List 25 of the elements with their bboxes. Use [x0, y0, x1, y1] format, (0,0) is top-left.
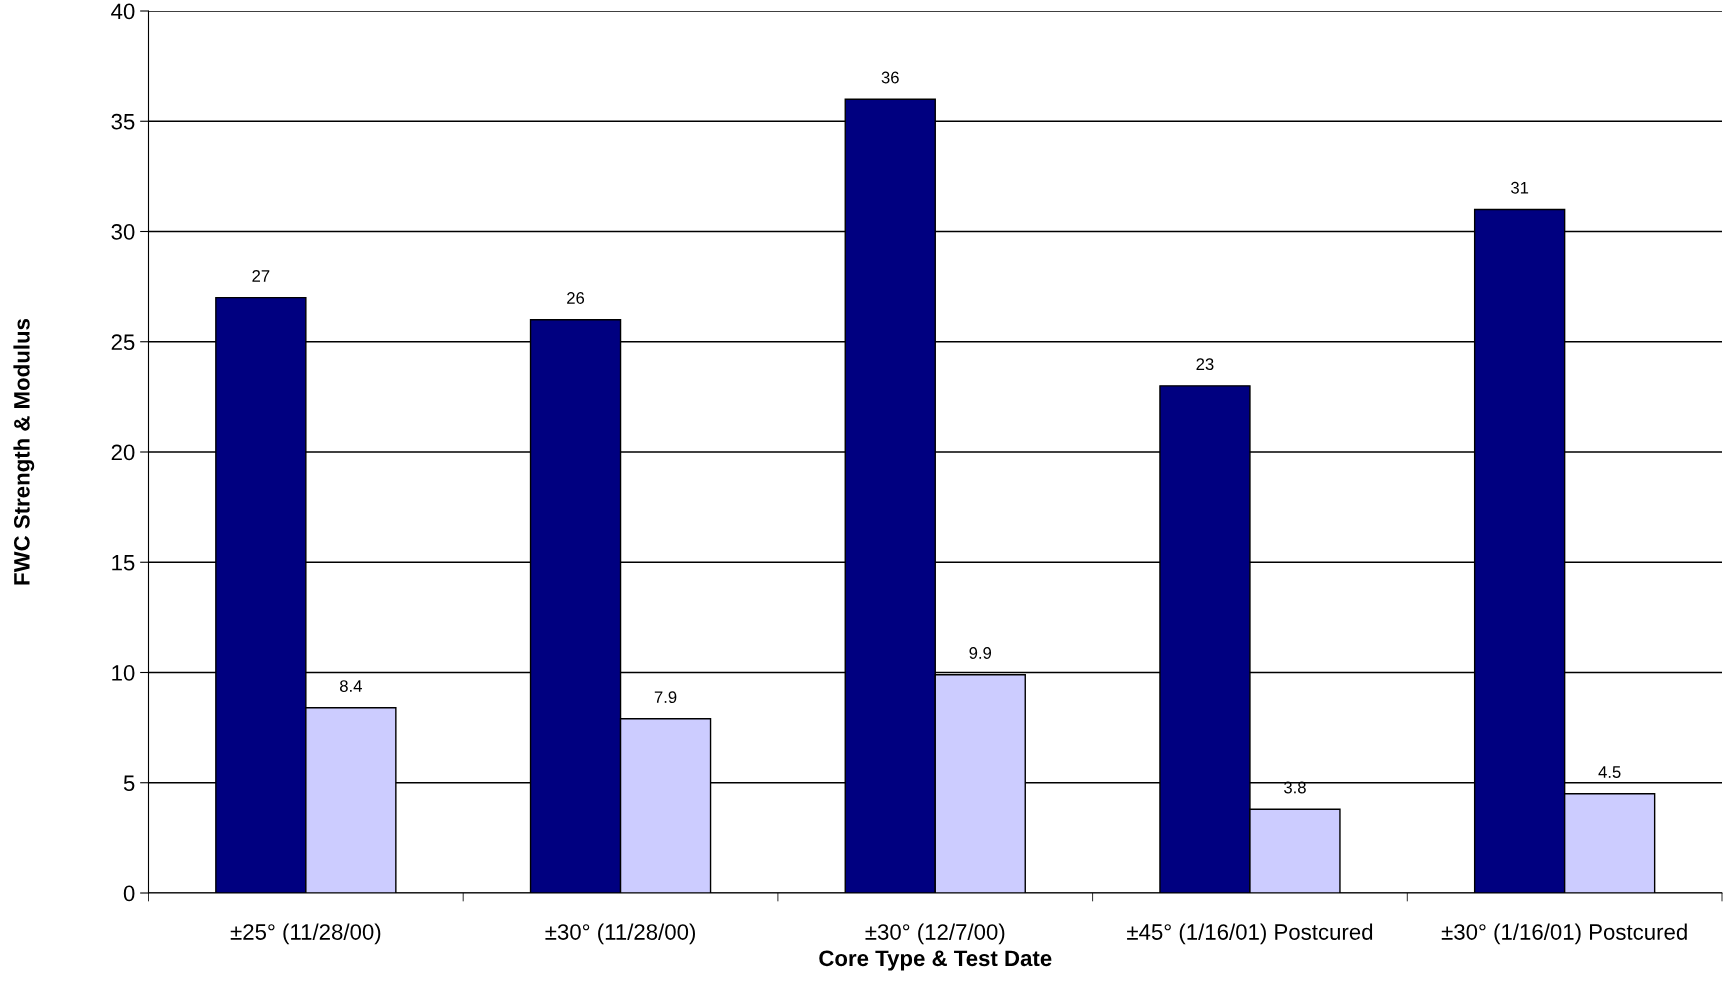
data-label: 26 — [567, 292, 585, 304]
x-axis-title: Core Type & Test Date — [819, 950, 1052, 971]
data-label: 7.9 — [654, 691, 677, 704]
y-tick-label: 15 — [112, 555, 135, 571]
data-label: 4.5 — [1598, 766, 1621, 778]
y-tick-label: 30 — [111, 224, 135, 240]
y-axis-title: FWC Strength & Modulus — [13, 318, 35, 585]
y-tick-label: 0 — [123, 885, 135, 902]
data-label: 31 — [1511, 181, 1529, 194]
y-tick-label: 20 — [111, 444, 135, 461]
x-tick-label: ±25° (11/28/00) — [230, 923, 381, 945]
y-tick-label: 40 — [111, 3, 135, 20]
data-label: 23 — [1196, 358, 1214, 371]
y-tick-label: 35 — [111, 113, 135, 130]
data-label: 9.9 — [969, 647, 992, 659]
data-label: 8.4 — [339, 680, 362, 692]
y-tick-label: 25 — [111, 334, 135, 351]
data-label: 36 — [881, 71, 899, 84]
y-tick-label: 10 — [112, 665, 135, 681]
y-tick-label: 5 — [123, 775, 135, 792]
x-tick-label: ±45° (1/16/01) Postcured — [1127, 923, 1373, 945]
data-label: 27 — [252, 270, 270, 282]
x-tick-label: ±30° (1/16/01) Postcured — [1441, 923, 1687, 945]
x-tick-label: ±30° (12/7/00) — [865, 923, 1005, 945]
x-tick-label: ±30° (11/28/00) — [545, 923, 695, 945]
